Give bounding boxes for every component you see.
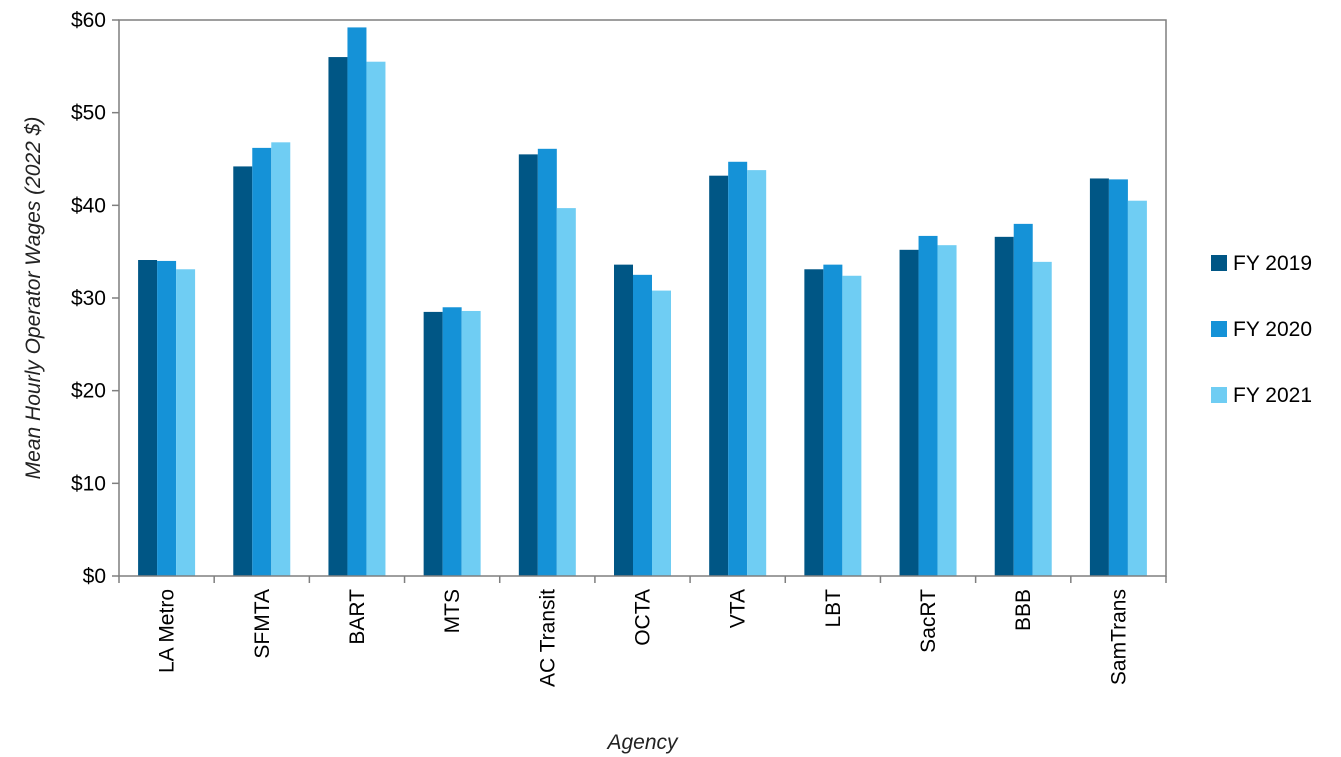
- legend-swatch: [1211, 387, 1227, 403]
- bar: [176, 269, 196, 576]
- y-tick-label: $60: [71, 9, 106, 32]
- bar: [804, 269, 824, 576]
- bar: [899, 249, 919, 576]
- bar: [328, 57, 348, 577]
- bar: [728, 161, 748, 576]
- y-tick-label: $0: [83, 565, 106, 588]
- bar: [366, 61, 386, 576]
- x-tick-label: LA Metro: [156, 589, 179, 673]
- bar: [157, 260, 177, 576]
- x-tick-label: SFMTA: [251, 589, 274, 659]
- y-tick-label: $10: [71, 472, 106, 495]
- bar: [252, 147, 272, 576]
- legend-label: FY 2019: [1233, 252, 1312, 275]
- bar: [937, 245, 957, 576]
- bar: [633, 274, 652, 576]
- y-axis: $0 $10 $20 $30 $40 $50 $60: [71, 9, 119, 588]
- x-tick-label: LBT: [822, 589, 845, 628]
- bar: [1108, 179, 1128, 577]
- x-axis-title: Agency: [605, 731, 679, 754]
- x-tick-label: SacRT: [917, 589, 940, 653]
- y-tick-label: $40: [71, 194, 106, 217]
- bar: [233, 166, 253, 576]
- bar: [138, 260, 158, 576]
- bar: [823, 264, 843, 576]
- y-tick-label: $50: [71, 102, 106, 125]
- bar: [918, 235, 938, 576]
- bar: [423, 311, 443, 576]
- x-tick-label: VTA: [727, 589, 750, 628]
- x-tick-label: AC Transit: [536, 589, 559, 687]
- bar: [842, 275, 862, 576]
- legend-label: FY 2020: [1233, 318, 1312, 341]
- x-tick-label: BBB: [1012, 589, 1035, 631]
- bar: [461, 310, 481, 576]
- bar: [994, 236, 1014, 576]
- y-tick-label: $30: [71, 287, 106, 310]
- x-axis: LA Metro SFMTA BART MTS AC Transit OCTA VTA LBT…: [118, 576, 1167, 687]
- bar: [747, 170, 767, 576]
- x-tick-label: BART: [346, 589, 369, 645]
- y-tick-label: $20: [71, 380, 106, 403]
- bar: [652, 290, 671, 576]
- bar: [556, 208, 576, 576]
- bar: [709, 175, 729, 576]
- legend-swatch: [1211, 255, 1227, 271]
- bar: [614, 264, 633, 576]
- bar: [1013, 223, 1033, 576]
- x-tick-label: SamTrans: [1107, 589, 1130, 685]
- bar: [1032, 261, 1052, 576]
- bar: [347, 27, 367, 577]
- bar: [442, 307, 462, 576]
- bar: [1127, 200, 1147, 576]
- bar: [518, 154, 538, 576]
- legend: FY 2019 FY 2020 FY 2021: [1211, 252, 1312, 407]
- legend-label: FY 2021: [1233, 384, 1312, 407]
- x-tick-label: MTS: [441, 589, 464, 633]
- y-axis-title: Mean Hourly Operator Wages (2022 $): [22, 117, 45, 480]
- bar: [537, 148, 557, 576]
- bar: [1089, 178, 1109, 576]
- legend-swatch: [1211, 321, 1227, 337]
- bar: [271, 142, 291, 576]
- x-tick-label: OCTA: [632, 589, 655, 646]
- bars-layer: [138, 27, 1147, 577]
